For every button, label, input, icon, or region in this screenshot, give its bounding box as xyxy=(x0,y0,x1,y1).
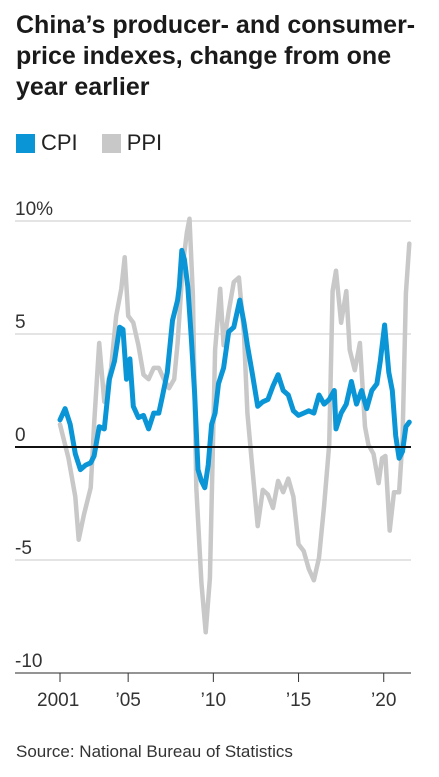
legend: CPI PPI xyxy=(16,130,186,156)
y-tick-label: 0 xyxy=(15,425,26,446)
legend-label-ppi: PPI xyxy=(126,130,163,155)
legend-swatch-cpi xyxy=(16,133,35,153)
x-tick-label: ’10 xyxy=(201,690,226,711)
y-tick-label: -10 xyxy=(15,651,42,672)
x-tick-label: 2001 xyxy=(37,690,79,711)
y-tick-label: -5 xyxy=(15,538,32,559)
source-note: Source: National Bureau of Statistics xyxy=(16,742,293,761)
series-line-cpi xyxy=(57,247,412,491)
chart-title: China’s producer- and consumer-price ind… xyxy=(16,11,416,101)
series-line-ppi xyxy=(57,216,412,635)
x-tick-label: ’05 xyxy=(115,690,140,711)
y-tick-label: 5 xyxy=(15,312,26,333)
x-tick-label: ’20 xyxy=(371,690,396,711)
legend-item-ppi: PPI xyxy=(101,130,163,156)
legend-swatch-ppi xyxy=(101,133,121,153)
x-tick-label: ’15 xyxy=(286,690,311,711)
y-tick-label: 10% xyxy=(15,199,53,220)
legend-item-cpi: CPI xyxy=(16,130,78,156)
legend-label-cpi: CPI xyxy=(41,130,78,155)
